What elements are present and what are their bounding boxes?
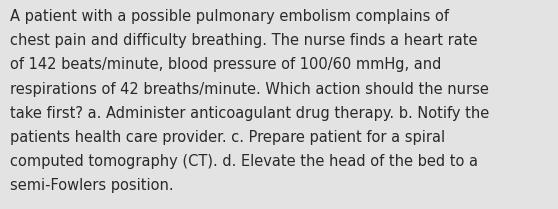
Text: A patient with a possible pulmonary embolism complains of: A patient with a possible pulmonary embo… [10, 9, 449, 24]
Text: chest pain and difficulty breathing. The nurse finds a heart rate: chest pain and difficulty breathing. The… [10, 33, 478, 48]
Text: computed tomography (CT). d. Elevate the head of the bed to a: computed tomography (CT). d. Elevate the… [10, 154, 478, 169]
Text: semi-Fowlers position.: semi-Fowlers position. [10, 178, 174, 193]
Text: of 142 beats/minute, blood pressure of 100/60 mmHg, and: of 142 beats/minute, blood pressure of 1… [10, 57, 441, 73]
Text: take first? a. Administer anticoagulant drug therapy. b. Notify the: take first? a. Administer anticoagulant … [10, 106, 489, 121]
Text: patients health care provider. c. Prepare patient for a spiral: patients health care provider. c. Prepar… [10, 130, 445, 145]
Text: respirations of 42 breaths/minute. Which action should the nurse: respirations of 42 breaths/minute. Which… [10, 82, 489, 97]
